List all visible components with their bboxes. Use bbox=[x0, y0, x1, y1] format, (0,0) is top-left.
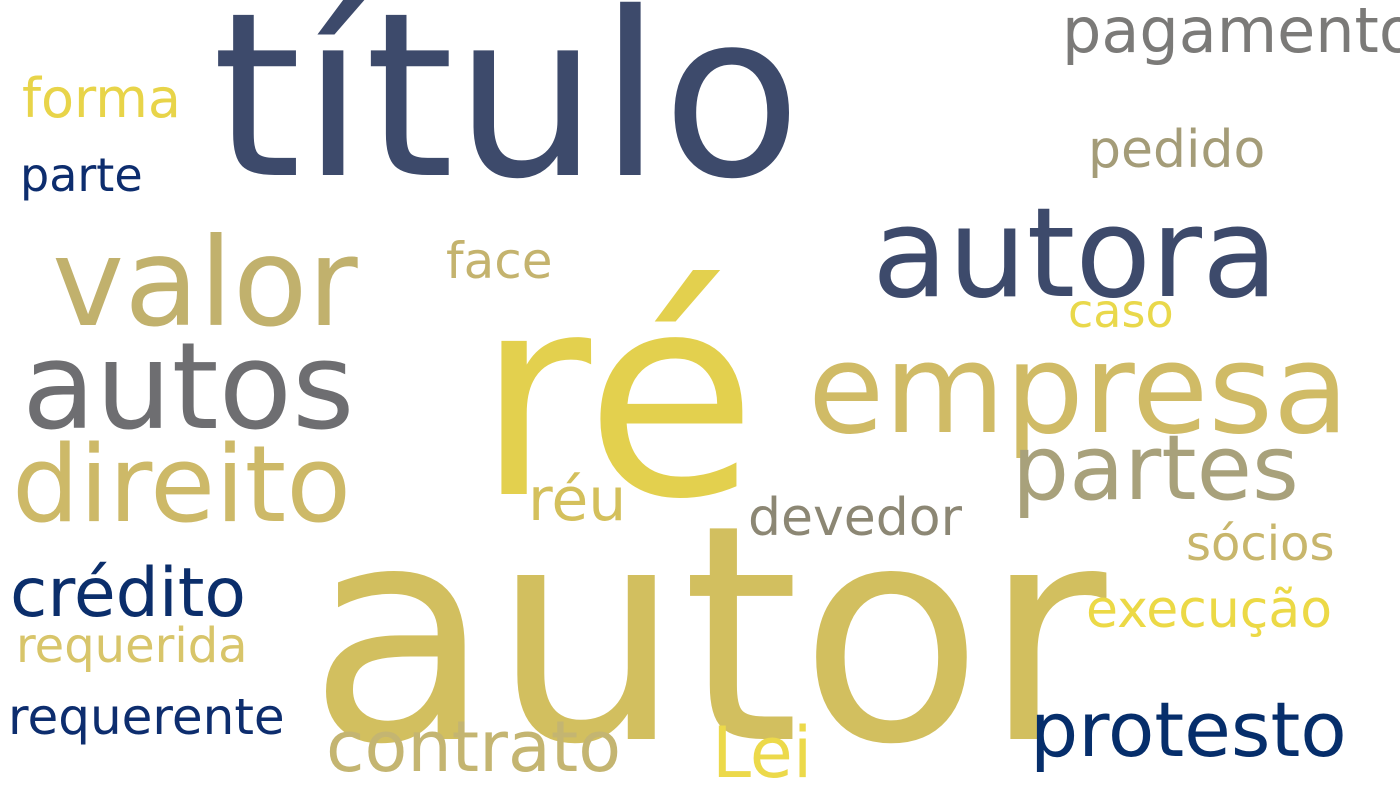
word-socios: sócios bbox=[1186, 516, 1335, 572]
word-devedor: devedor bbox=[748, 488, 962, 548]
word-forma: forma bbox=[22, 67, 181, 130]
word-valor: valor bbox=[52, 212, 358, 354]
word-lei: Lei bbox=[712, 712, 813, 794]
word-titulo: título bbox=[212, 0, 802, 229]
word-autora: autora bbox=[872, 182, 1279, 326]
word-direito: direito bbox=[12, 423, 352, 546]
word-contrato: contrato bbox=[326, 706, 622, 788]
word-pagamento: pagamento bbox=[1062, 0, 1400, 67]
word-pedido: pedido bbox=[1088, 120, 1266, 180]
word-parte: parte bbox=[20, 148, 143, 202]
word-partes: partes bbox=[1012, 416, 1299, 521]
word-protesto: protesto bbox=[1030, 685, 1347, 774]
word-execucao: execução bbox=[1086, 580, 1333, 640]
word-re: ré bbox=[476, 235, 758, 561]
word-requerida: requerida bbox=[16, 618, 248, 674]
word-face: face bbox=[446, 232, 553, 290]
word-caso: caso bbox=[1068, 284, 1174, 338]
word-reu: réu bbox=[528, 465, 627, 535]
word-credito: crédito bbox=[10, 554, 247, 633]
word-empresa: empresa bbox=[808, 318, 1349, 462]
word-autos: autos bbox=[22, 318, 355, 457]
word-autor: autor bbox=[308, 461, 1107, 800]
word-requerente: requerente bbox=[8, 688, 285, 746]
